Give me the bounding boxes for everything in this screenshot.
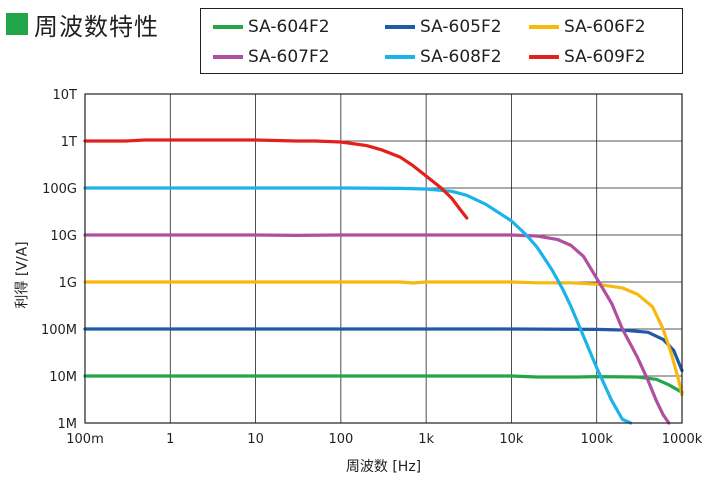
legend-label: SA-607F2 [248, 47, 330, 67]
legend-swatch [385, 25, 415, 29]
x-tick-label: 1 [166, 432, 174, 447]
y-axis-title: 利得 [V/A] [15, 241, 31, 309]
legend-item-sa-604f2: SA-604F2 [213, 17, 330, 37]
legend-label: SA-604F2 [248, 17, 330, 37]
legend-swatch [529, 25, 559, 29]
series-lines [83, 138, 684, 425]
legend-label: SA-605F2 [420, 17, 502, 37]
legend-swatch [213, 55, 243, 59]
y-tick-label: 10T [53, 88, 78, 103]
legend-label: SA-609F2 [564, 47, 646, 67]
y-tick-label: 10M [49, 370, 77, 385]
x-tick-labels: 100m 1 10 100 1k 10k 100k 1000k [66, 432, 703, 447]
x-tick-label: 100 [328, 432, 353, 447]
y-tick-label: 10G [50, 229, 77, 244]
chart-header: 周波数特性 [6, 8, 159, 41]
y-tick-labels: 1M 10M 100M 1G 10G 100G 1T 10T [41, 88, 77, 432]
series-line-sa-606f2 [83, 280, 684, 397]
y-tick-label: 100G [42, 182, 77, 197]
legend-item-sa-608f2: SA-608F2 [385, 47, 502, 67]
legend-swatch [213, 25, 243, 29]
legend-item-sa-605f2: SA-605F2 [385, 17, 502, 37]
legend-item-sa-609f2: SA-609F2 [529, 47, 646, 67]
x-tick-label: 100m [66, 432, 103, 447]
y-tick-label: 1G [59, 276, 77, 291]
series-line-sa-607f2 [83, 233, 671, 425]
series-line-sa-605f2 [83, 327, 684, 373]
x-tick-label: 1k [418, 432, 434, 447]
x-tick-label: 10k [499, 432, 524, 447]
y-tick-label: 100M [41, 323, 77, 338]
grid-lines [84, 93, 683, 424]
legend-label: SA-606F2 [564, 17, 646, 37]
x-tick-label: 100k [581, 432, 614, 447]
x-axis-title: 周波数 [Hz] [345, 459, 422, 475]
legend-item-sa-607f2: SA-607F2 [213, 47, 330, 67]
x-tick-label: 10 [247, 432, 264, 447]
series-line-sa-604f2 [83, 374, 684, 394]
title-marker-square [6, 13, 28, 35]
y-tick-label: 1M [58, 417, 78, 432]
legend-item-sa-606f2: SA-606F2 [529, 17, 646, 37]
chart-title: 周波数特性 [34, 12, 159, 41]
legend-swatch [385, 55, 415, 59]
series-line-sa-609f2 [83, 138, 469, 220]
legend: SA-604F2 SA-605F2 SA-606F2 SA-607F2 SA-6… [200, 8, 683, 74]
y-tick-label: 1T [61, 135, 77, 150]
x-tick-label: 1000k [662, 432, 703, 447]
y-axis-title-wrap: 利得 [V/A] [2, 200, 42, 350]
legend-swatch [529, 55, 559, 59]
plot-frame [84, 93, 683, 424]
legend-label: SA-608F2 [420, 47, 502, 67]
series-line-sa-608f2 [83, 186, 633, 425]
